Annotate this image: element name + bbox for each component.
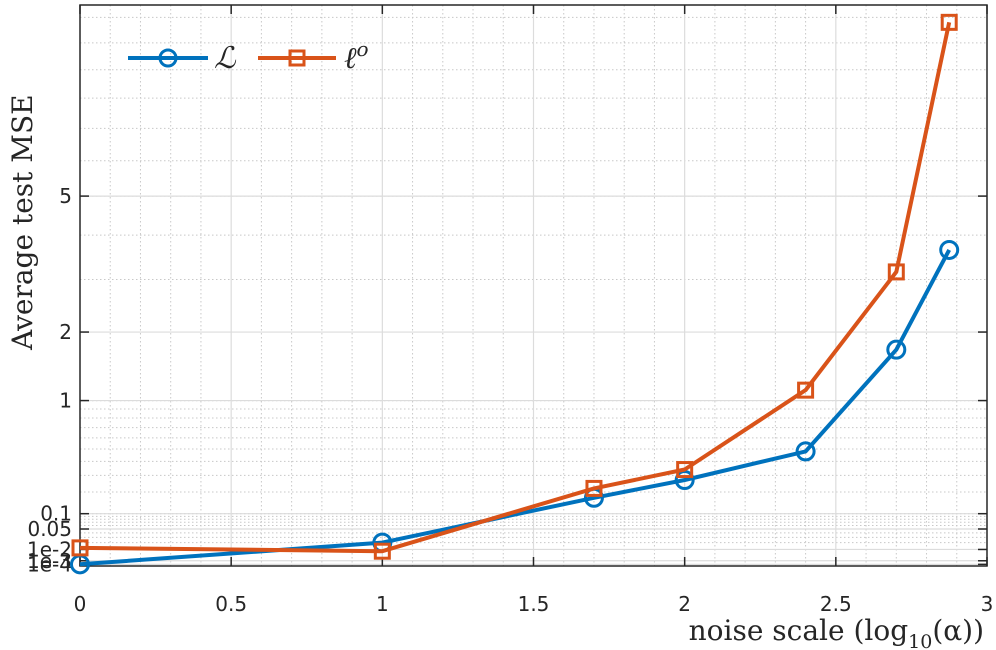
series-2-point-3 xyxy=(676,461,694,479)
series-1-point-6 xyxy=(939,239,960,260)
x-tick-label-4: 2 xyxy=(678,592,691,616)
y-tick-label-2: 1e-2 xyxy=(27,537,72,561)
series-2-point-2 xyxy=(585,479,603,497)
series-1-point-4 xyxy=(795,441,816,462)
y-axis-ticks: 1e-41e-31e-20.050.1 1 2 5 xyxy=(27,184,987,576)
y-tick-label-0: 1e-4 xyxy=(27,552,72,576)
series-line-2 xyxy=(79,21,952,554)
series-2-point-4 xyxy=(797,381,815,399)
x-axis-label: noise scale (log10(α)) xyxy=(689,614,984,650)
x-tick-label-1: 0.5 xyxy=(215,592,247,616)
legend-marker-series-2 xyxy=(288,49,306,67)
series-2-point-0 xyxy=(71,539,89,557)
legend-label-series-2: ℓo xyxy=(344,37,369,76)
series-line-1 xyxy=(79,248,951,567)
y-tick-label-1: 1e-3 xyxy=(27,549,72,573)
x-tick-label-2: 1 xyxy=(376,592,389,616)
y-tick-label-4: 0.1 xyxy=(40,502,72,526)
x-tick-label-3: 1.5 xyxy=(518,592,550,616)
major-grid xyxy=(80,5,987,566)
x-axis-ticks: 0 0.5 1 1.5 2 2.5 3 xyxy=(74,5,994,616)
x-tick-label-6: 3 xyxy=(981,592,994,616)
series-layer xyxy=(70,13,960,575)
series-2-point-6 xyxy=(940,13,958,31)
y-tick-label-7: 5 xyxy=(59,184,72,208)
x-tick-label-0: 0 xyxy=(74,592,87,616)
y-tick-label-6: 2 xyxy=(59,320,72,344)
y-tick-label-5: 1 xyxy=(59,389,72,413)
legend-marker-series-1 xyxy=(158,48,178,68)
series-2-point-1 xyxy=(373,542,391,560)
legend-label-series-1: ℒ xyxy=(214,41,237,76)
legend: ℒ ℓo xyxy=(128,37,369,76)
y-axis-label: Average test MSE xyxy=(6,94,39,351)
series-2-point-5 xyxy=(887,263,905,281)
y-tick-label-3: 0.05 xyxy=(27,517,72,541)
x-tick-label-5: 2.5 xyxy=(820,592,852,616)
series-1-point-5 xyxy=(886,339,907,360)
